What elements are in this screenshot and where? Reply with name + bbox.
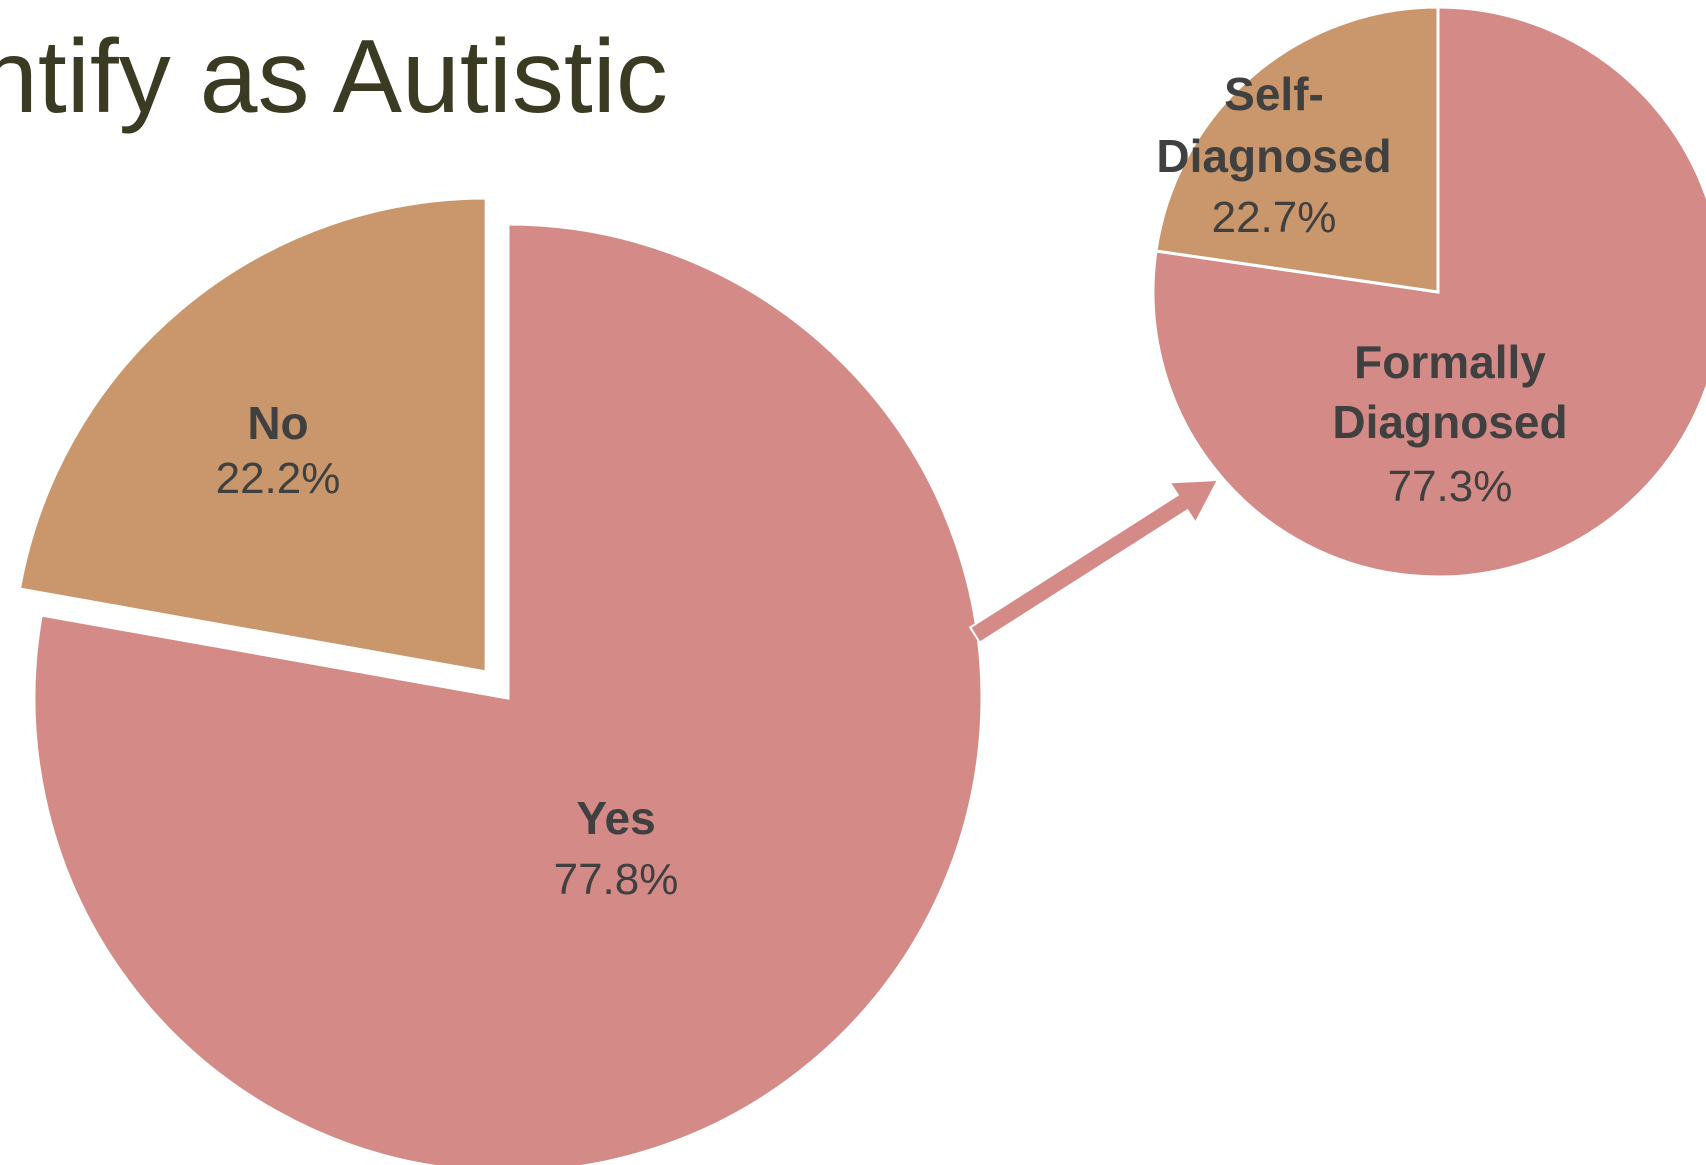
slice-value-self-diagnosed: 22.7% — [1212, 193, 1337, 242]
pie-slice-no — [17, 196, 488, 674]
slice-label-self-diagnosed-line1: Self- — [1224, 68, 1324, 120]
pie-slice-self-diagnosed — [1154, 5, 1440, 294]
connector-arrow — [968, 478, 1220, 644]
main-pie: No 22.2% Yes 77.8% — [17, 196, 984, 1165]
arrow-shape — [968, 478, 1220, 644]
slice-value-formally-diagnosed: 77.3% — [1388, 462, 1513, 511]
slice-label-yes: Yes — [576, 792, 655, 844]
slice-label-formally-diagnosed-line1: Formally — [1354, 336, 1546, 388]
slice-label-formally-diagnosed-line2: Diagnosed — [1332, 396, 1567, 448]
slice-value-yes: 77.8% — [554, 855, 679, 904]
breakdown-pie: Self- Diagnosed 22.7% Formally Diagnosed… — [1151, 5, 1706, 579]
pie-slice-yes — [32, 222, 984, 1165]
slice-label-no: No — [247, 397, 308, 449]
chart-title: ntify as Autistic — [0, 19, 668, 135]
slice-label-self-diagnosed-line2: Diagnosed — [1156, 130, 1391, 182]
slice-value-no: 22.2% — [216, 454, 341, 503]
